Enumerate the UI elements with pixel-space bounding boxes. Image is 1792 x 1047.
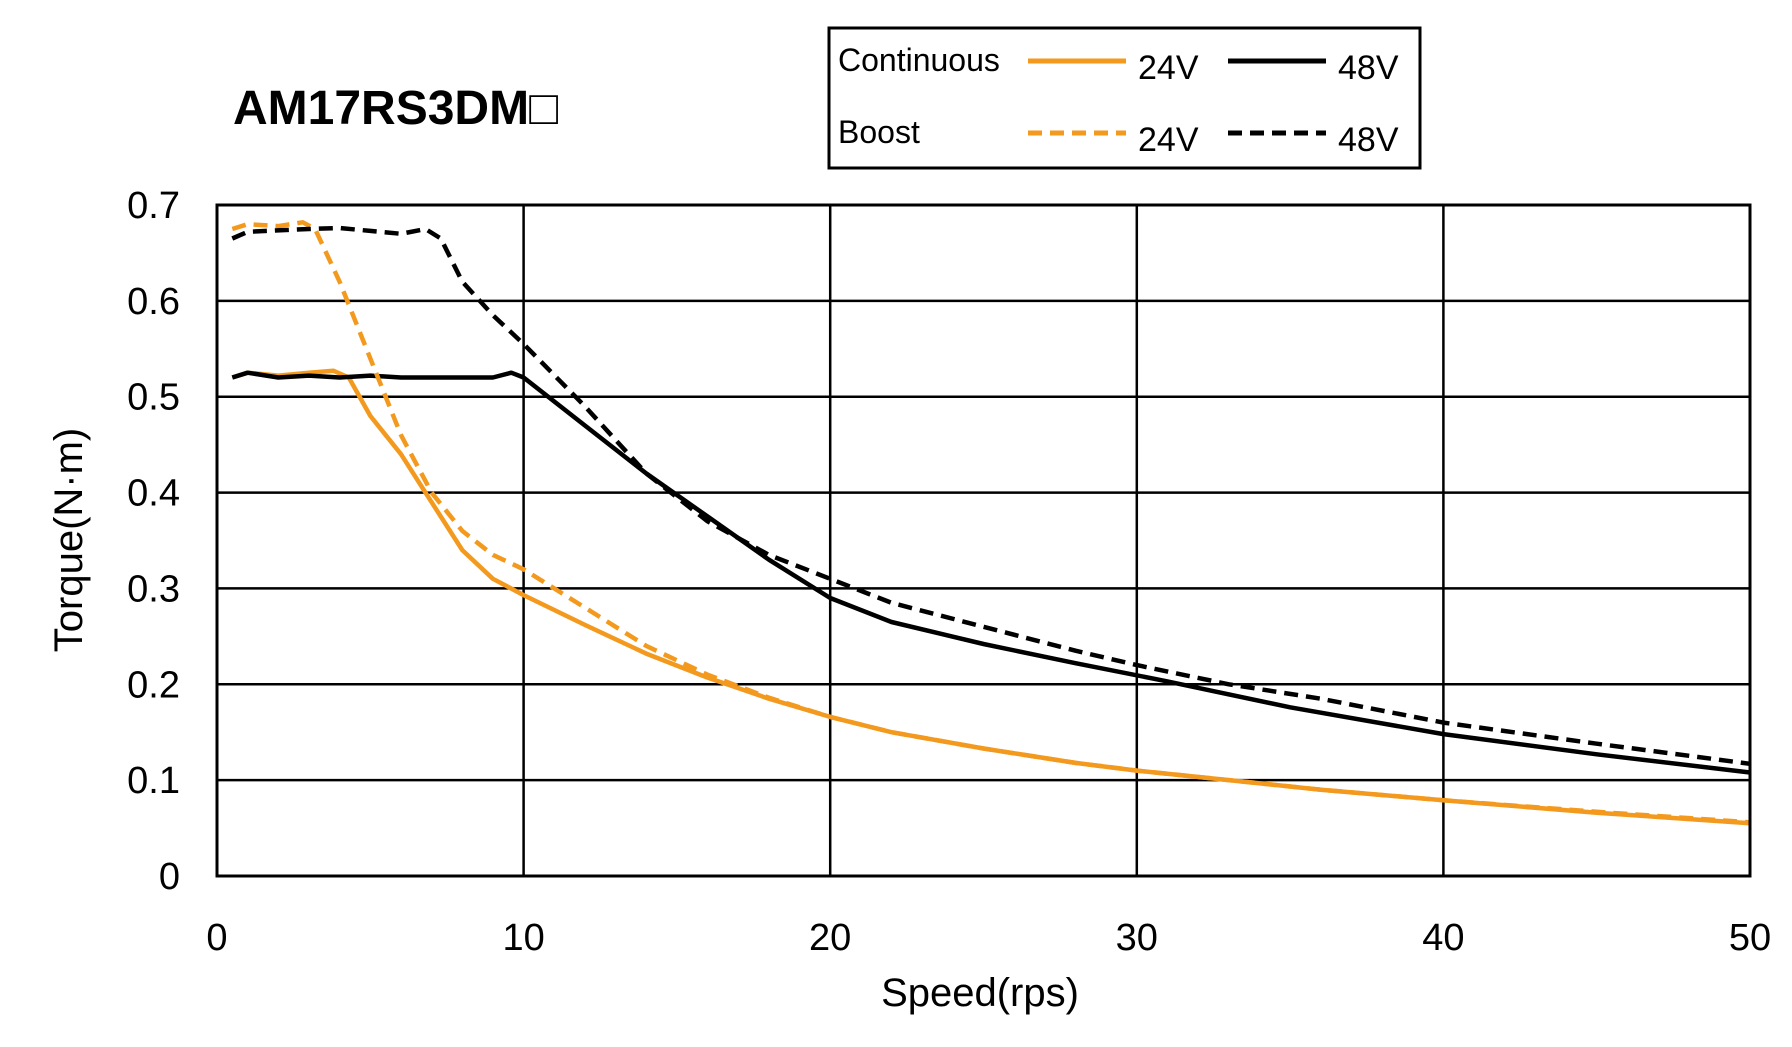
plot-frame: [215, 203, 1752, 878]
y-tick-label: 0.4: [127, 473, 180, 515]
chart-title: AM17RS3DM□: [233, 82, 558, 135]
series-line-continuous-24v: [231, 368, 1751, 826]
y-tick-label: 0.6: [127, 281, 180, 323]
legend-box: [827, 26, 1422, 170]
x-tick-label: 50: [1729, 917, 1771, 959]
y-tick-label: 0.1: [127, 760, 180, 802]
legend-entry-label: 48V: [1338, 49, 1399, 87]
legend-entry-label: 48V: [1338, 121, 1399, 159]
x-tick-label: 0: [206, 917, 227, 959]
series-line-boost-48v: [231, 225, 1751, 767]
y-tick-label: 0.5: [127, 377, 180, 419]
y-tick-label: 0.3: [127, 568, 180, 610]
grid: [215, 203, 1752, 878]
series-line-continuous-48v: [231, 370, 1751, 775]
legend-row-continuous: Continuous: [838, 42, 1000, 78]
legend-entry-label: 24V: [1138, 121, 1199, 159]
x-tick-label: 10: [502, 917, 544, 959]
legend-row-boost: Boost: [838, 114, 920, 150]
y-tick-label: 0.2: [127, 664, 180, 706]
y-tick-label: 0: [159, 856, 180, 898]
series-lines: [231, 220, 1751, 826]
legend-entry-label: 24V: [1138, 49, 1199, 87]
legend: Continuous Boost 24V 48V 24V 48V: [827, 26, 1422, 170]
x-axis-label: Speed(rps): [881, 971, 1079, 1015]
series-line-boost-24v: [231, 220, 1751, 825]
x-tick-label: 20: [809, 917, 851, 959]
axes: 0 10 20 30 40 50 0 0.1 0.2 0.3 0.4 0.5 0.6 0.7: [127, 185, 1771, 959]
x-tick-label: 40: [1422, 917, 1464, 959]
y-tick-label: 0.7: [127, 185, 180, 227]
x-tick-label: 30: [1116, 917, 1158, 959]
y-axis-label: Torque(N·m): [47, 428, 91, 652]
